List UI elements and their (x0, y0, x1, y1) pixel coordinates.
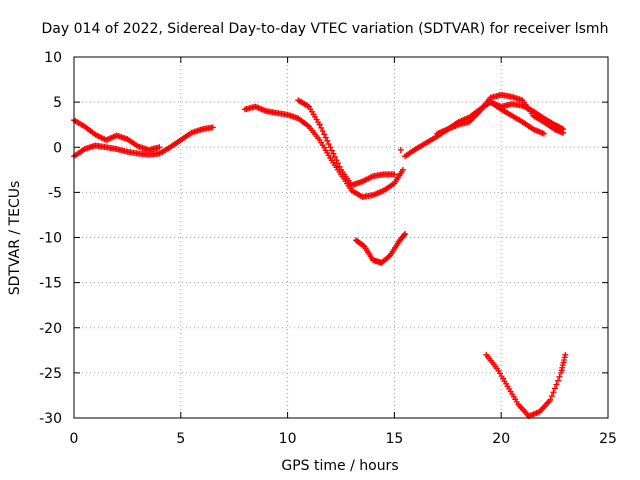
data-point (209, 124, 216, 131)
data-point (328, 147, 335, 154)
axis-ticks: 0 5 10 15 20 25 -30 -25 -20 -15 -10 -5 0 5 10 (39, 50, 617, 447)
data-point (551, 385, 558, 392)
x-tick-label: 10 (279, 431, 297, 447)
data-point (391, 171, 398, 178)
y-tick-label: -20 (39, 321, 62, 337)
data-point (156, 144, 163, 151)
y-tick-label: -30 (39, 411, 62, 427)
data-point (547, 396, 554, 403)
x-tick-label: 25 (599, 431, 617, 447)
data-point (562, 351, 569, 358)
y-tick-label: 10 (44, 50, 62, 66)
data-point (550, 389, 557, 396)
data-point (401, 232, 408, 239)
data-point (402, 230, 409, 237)
y-tick-label: -10 (39, 231, 62, 247)
data-point (336, 163, 343, 170)
data-point (553, 381, 560, 388)
data-point (548, 393, 555, 400)
y-tick-label: 5 (53, 95, 62, 111)
data-point (322, 134, 329, 141)
data-point (316, 121, 323, 128)
data-point (397, 146, 404, 153)
data-point (334, 160, 341, 167)
data-point (560, 126, 567, 133)
x-tick-label: 20 (492, 431, 510, 447)
y-tick-label: -15 (39, 276, 62, 292)
data-point (331, 153, 338, 160)
data-point (318, 124, 325, 131)
y-tick-label: -25 (39, 366, 62, 382)
x-axis-label: GPS time / hours (281, 458, 398, 474)
data-point (325, 141, 332, 148)
data-point (321, 131, 328, 138)
data-point (324, 137, 331, 144)
x-tick-label: 15 (385, 431, 403, 447)
x-tick-label: 0 (70, 431, 79, 447)
data-point (327, 144, 334, 151)
x-tick-label: 5 (176, 431, 185, 447)
data-markers (71, 91, 569, 420)
data-point (540, 130, 547, 137)
y-tick-label: 0 (53, 140, 62, 156)
data-point (556, 373, 563, 380)
data-point (399, 166, 406, 173)
data-point (319, 128, 326, 135)
chart-title: Day 014 of 2022, Sidereal Day-to-day VTE… (42, 21, 609, 37)
data-point (333, 157, 340, 164)
y-axis-label: SDTVAR / TECUs (7, 181, 23, 296)
data-point (330, 150, 337, 157)
y-tick-label: -5 (48, 185, 62, 201)
data-point (554, 377, 561, 384)
